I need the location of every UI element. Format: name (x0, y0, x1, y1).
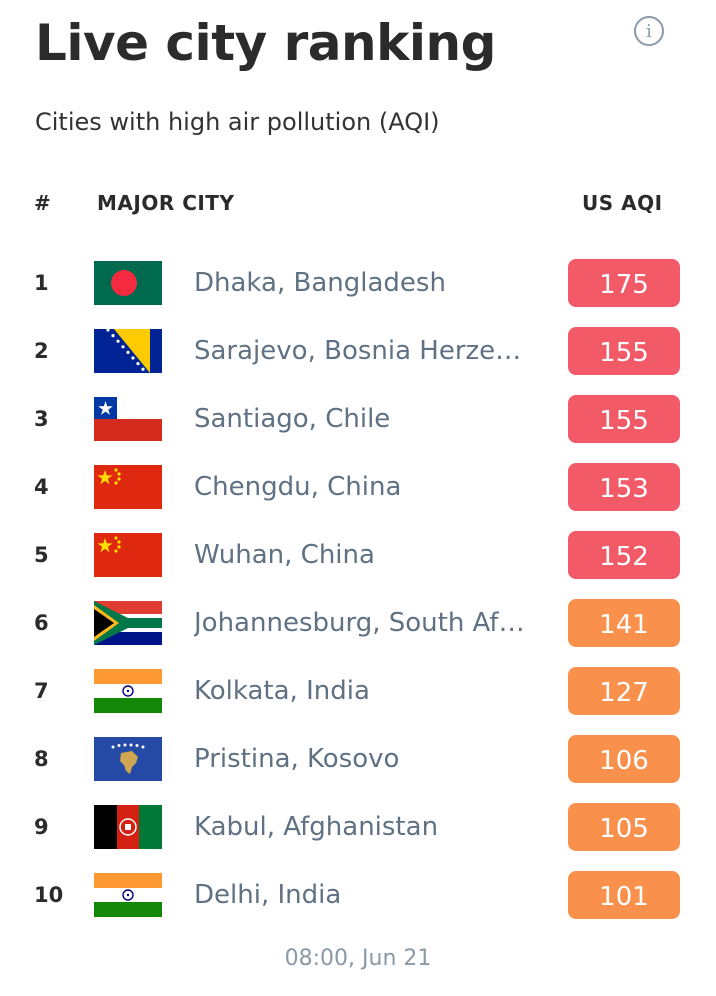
ranking-row[interactable]: 3 Santiago, Chile 155 (0, 395, 716, 443)
page-title: Live city ranking (35, 14, 496, 72)
china-flag (94, 533, 162, 577)
rank-number: 1 (34, 271, 49, 295)
ranking-row[interactable]: 6 Johannesburg, South Af… 141 (0, 599, 716, 647)
bosnia-flag (94, 329, 162, 373)
india-flag (94, 873, 162, 917)
aqi-badge: 152 (568, 531, 680, 579)
city-name[interactable]: Johannesburg, South Af… (194, 608, 525, 638)
rank-number: 9 (34, 815, 49, 839)
rank-number: 4 (34, 475, 49, 499)
bangladesh-flag (94, 261, 162, 305)
city-name[interactable]: Sarajevo, Bosnia Herzeg… (194, 336, 534, 366)
column-header-city[interactable]: MAJOR CITY (97, 191, 235, 215)
column-header-rank: # (34, 191, 52, 215)
ranking-row[interactable]: 7 Kolkata, India 127 (0, 667, 716, 715)
rank-number: 6 (34, 611, 49, 635)
city-name[interactable]: Pristina, Kosovo (194, 744, 400, 774)
aqi-badge: 101 (568, 871, 680, 919)
city-name[interactable]: Delhi, India (194, 880, 342, 910)
update-timestamp: 08:00, Jun 21 (284, 946, 432, 971)
china-flag (94, 465, 162, 509)
ranking-row[interactable]: 5 Wuhan, China 152 (0, 531, 716, 579)
aqi-badge: 105 (568, 803, 680, 851)
page-subtitle: Cities with high air pollution (AQI) (35, 108, 440, 136)
city-name[interactable]: Chengdu, China (194, 472, 402, 502)
rank-number: 8 (34, 747, 49, 771)
ranking-row[interactable]: 1 Dhaka, Bangladesh 175 (0, 259, 716, 307)
ranking-row[interactable]: 9 Kabul, Afghanistan 105 (0, 803, 716, 851)
info-icon[interactable]: i (634, 16, 664, 46)
ranking-row[interactable]: 8 Pristina, Kosovo 106 (0, 735, 716, 783)
city-name[interactable]: Wuhan, China (194, 540, 375, 570)
ranking-row[interactable]: 2 Sarajevo, Bosnia Herzeg… 155 (0, 327, 716, 375)
ranking-row[interactable]: 10 Delhi, India 101 (0, 871, 716, 919)
city-name[interactable]: Dhaka, Bangladesh (194, 268, 446, 298)
kosovo-flag (94, 737, 162, 781)
ranking-row[interactable]: 4 Chengdu, China 153 (0, 463, 716, 511)
city-name[interactable]: Santiago, Chile (194, 404, 391, 434)
rank-number: 5 (34, 543, 49, 567)
india-flag (94, 669, 162, 713)
aqi-badge: 141 (568, 599, 680, 647)
rank-number: 2 (34, 339, 49, 363)
aqi-badge: 153 (568, 463, 680, 511)
south-africa-flag (94, 601, 162, 645)
column-header-aqi[interactable]: US AQI (582, 191, 663, 215)
afghanistan-flag (94, 805, 162, 849)
aqi-badge: 106 (568, 735, 680, 783)
rank-number: 3 (34, 407, 49, 431)
aqi-badge: 175 (568, 259, 680, 307)
aqi-badge: 127 (568, 667, 680, 715)
city-name[interactable]: Kolkata, India (194, 676, 370, 706)
aqi-badge: 155 (568, 327, 680, 375)
city-name[interactable]: Kabul, Afghanistan (194, 812, 439, 842)
chile-flag (94, 397, 162, 441)
rank-number: 7 (34, 679, 49, 703)
aqi-badge: 155 (568, 395, 680, 443)
rank-number: 10 (34, 883, 64, 907)
